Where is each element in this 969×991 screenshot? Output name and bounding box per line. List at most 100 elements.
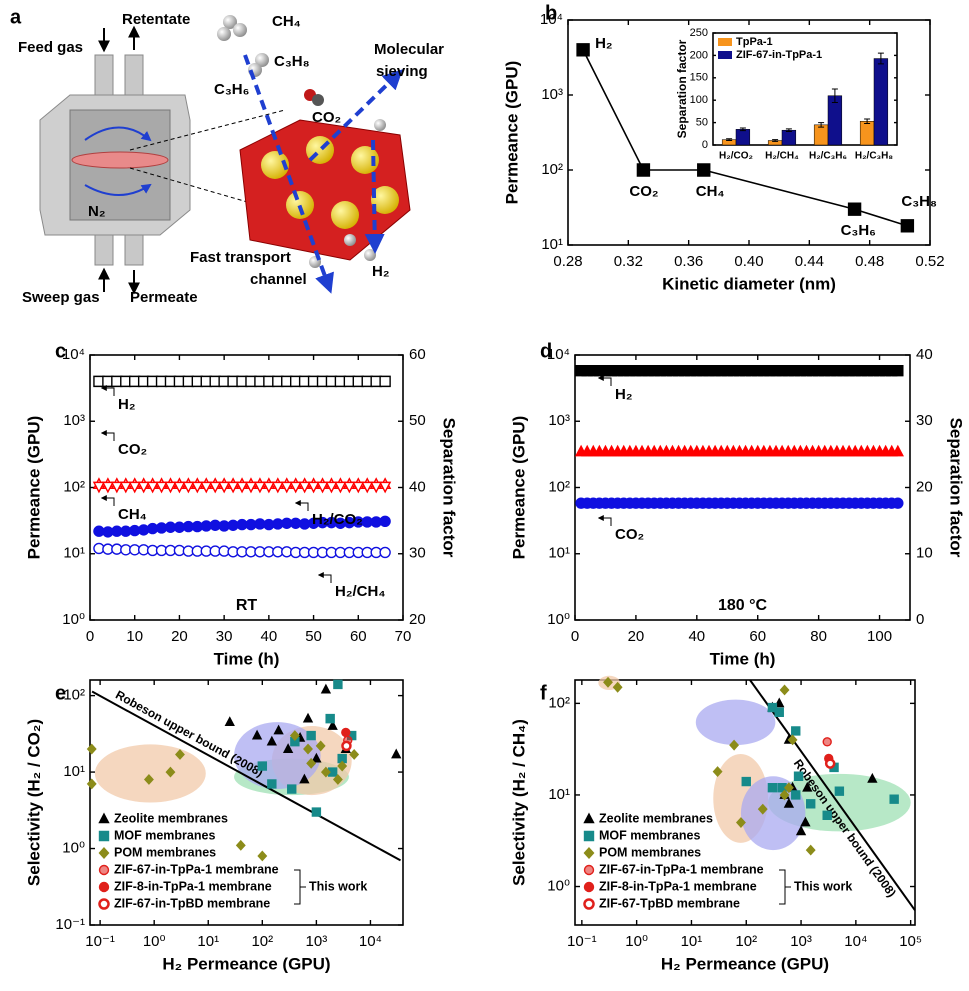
y-tick-label: 150 — [690, 72, 708, 84]
marker — [128, 481, 141, 494]
marker — [92, 481, 106, 494]
label: N₂ — [88, 203, 106, 220]
marker — [327, 720, 338, 730]
y2-axis-title: Separation factor — [440, 418, 459, 558]
inset-frame — [712, 32, 898, 146]
legend-label: POM membranes — [599, 845, 701, 859]
x-tick-label: 0.40 — [734, 253, 763, 270]
legend-label: MOF membranes — [599, 828, 700, 842]
marker — [793, 771, 804, 781]
legend-marker — [98, 864, 110, 876]
legend-label: MOF membranes — [114, 828, 215, 842]
x-tick-label: 10⁰ — [625, 933, 648, 950]
marker — [251, 729, 263, 740]
marker — [303, 743, 313, 755]
y-axis-title: Permeance (GPU) — [509, 416, 528, 560]
y-tick-label: 10² — [548, 478, 570, 495]
error-bar — [864, 118, 871, 124]
marker — [143, 774, 154, 785]
y-tick-label: 10⁰ — [547, 877, 570, 894]
marker — [311, 807, 322, 817]
x-tick-label: 0.32 — [614, 253, 643, 270]
marker — [774, 697, 785, 708]
x-tick-label: 10³ — [306, 933, 328, 950]
x-axis-title: H₂ Permeance (GPU) — [661, 954, 829, 973]
x-tick-label: 10⁴ — [359, 933, 382, 950]
marker — [267, 779, 277, 789]
bar — [735, 129, 751, 146]
y-tick-label: 10¹ — [548, 786, 570, 803]
marker — [636, 163, 651, 177]
marker — [299, 773, 310, 784]
label: Molecular — [374, 41, 444, 58]
x-tick-label: 60 — [350, 628, 367, 645]
marker — [333, 679, 343, 690]
y-tick-label: 10¹ — [548, 545, 570, 562]
error-bar — [877, 52, 884, 65]
legend-label: ZIF-67-in-TpPa-1 membrane — [114, 862, 279, 876]
marker — [892, 364, 904, 377]
x-tick-label: 10¹ — [197, 933, 219, 950]
marker — [325, 481, 338, 494]
legend-label: Zeolite membranes — [599, 811, 713, 825]
marker — [774, 707, 784, 717]
y-tick-label: 10³ — [548, 412, 570, 429]
legend-marker — [98, 812, 110, 824]
y-tick-label: 10⁰ — [62, 611, 85, 628]
x-tick-label: 30 — [216, 628, 233, 645]
x-tick-label: H₂/CO₂ — [719, 151, 753, 162]
marker — [235, 481, 249, 494]
x-tick-label: 10² — [251, 933, 273, 950]
marker — [110, 481, 123, 494]
x-tick-label: 80 — [810, 628, 827, 645]
marker — [191, 481, 204, 494]
legend-swatch — [718, 38, 732, 46]
marker — [834, 786, 845, 796]
marker — [289, 481, 302, 494]
label: Sweep gas — [22, 289, 100, 306]
y2-tick-label: 40 — [409, 478, 426, 495]
marker — [175, 749, 185, 760]
marker — [226, 481, 240, 494]
label: channel — [250, 271, 307, 288]
marker — [155, 481, 168, 494]
legend-marker — [98, 898, 110, 910]
label-arrow — [294, 500, 309, 511]
marker — [822, 737, 832, 747]
y-tick-label: 0 — [702, 139, 708, 151]
y-tick-label: 10² — [63, 478, 85, 495]
marker — [182, 481, 195, 494]
y-tick-label: 10⁴ — [62, 346, 85, 363]
label-arrow — [100, 430, 115, 441]
marker — [101, 481, 115, 494]
marker — [379, 515, 391, 527]
bracket-label: This work — [309, 879, 367, 893]
legend-marker — [98, 830, 110, 842]
x-tick-label: 50 — [305, 628, 322, 645]
marker — [576, 43, 590, 57]
marker — [316, 481, 329, 494]
legend-marker — [583, 830, 595, 842]
label: Retentate — [122, 11, 190, 28]
y2-tick-label: 40 — [916, 346, 933, 363]
label: H₂ — [372, 263, 390, 280]
y-tick-label: 10¹ — [541, 236, 563, 253]
y-axis-title: Permeance (GPU) — [24, 416, 43, 560]
legend-label: ZIF-8-in-TpPa-1 membrane — [599, 879, 757, 893]
bar — [873, 58, 889, 146]
marker — [165, 766, 176, 778]
legend-marker — [98, 881, 110, 893]
marker — [847, 202, 862, 216]
legend-label: ZIF-8-in-TpPa-1 membrane — [114, 879, 272, 893]
marker — [306, 730, 316, 741]
marker — [332, 774, 343, 785]
region — [94, 744, 206, 803]
panel-letter: f — [540, 682, 547, 704]
y2-tick-label: 20 — [409, 611, 426, 628]
marker — [282, 743, 294, 753]
marker — [822, 810, 832, 820]
marker — [337, 753, 347, 764]
flow-arrow — [84, 183, 152, 196]
